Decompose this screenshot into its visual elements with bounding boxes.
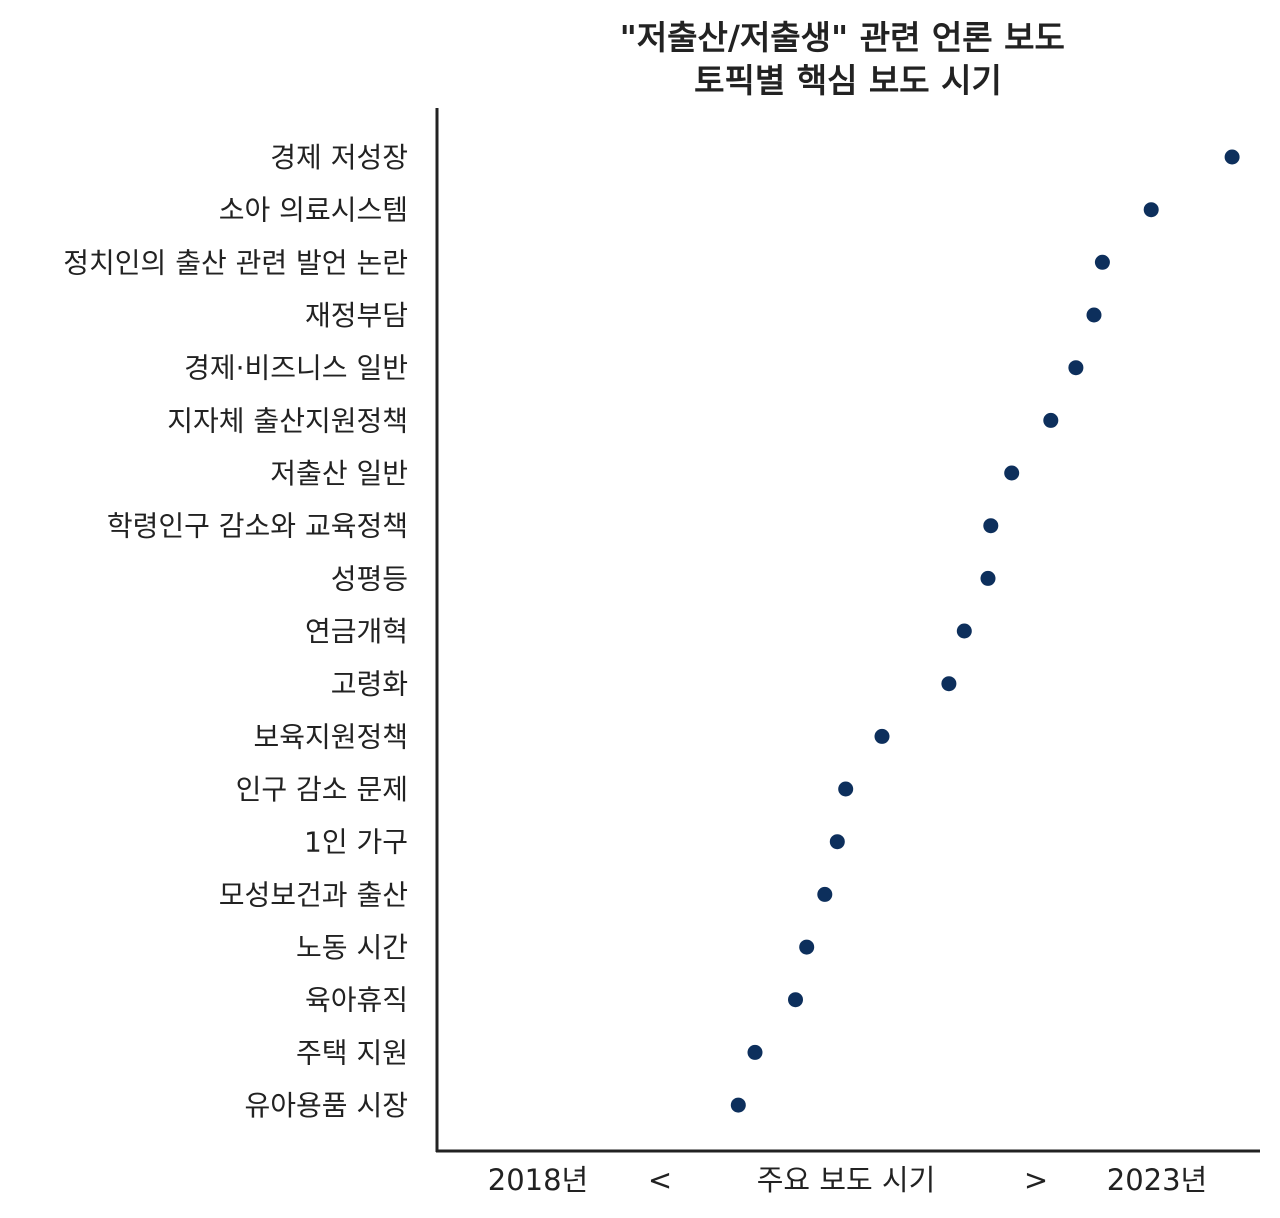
- data-points: [730, 149, 1240, 1113]
- data-point: [817, 886, 833, 902]
- data-point: [956, 623, 972, 639]
- x-axis-start-label: 2018년: [488, 1163, 588, 1197]
- data-point: [1094, 254, 1110, 270]
- x-axis-end-label: 2023년: [1107, 1163, 1207, 1197]
- data-point: [941, 676, 957, 692]
- chart-title: "저출산/저출생" 관련 언론 보도 토픽별 핵심 보도 시기: [620, 18, 1077, 100]
- data-point: [1143, 202, 1159, 218]
- data-point: [838, 781, 854, 797]
- data-point: [1224, 149, 1240, 165]
- data-point: [1043, 412, 1059, 428]
- data-point: [799, 939, 815, 955]
- data-point: [1086, 307, 1102, 323]
- data-point: [983, 518, 999, 534]
- y-tick-label: 보육지원정책: [253, 720, 408, 753]
- y-tick-label: 노동 시간: [296, 931, 408, 964]
- data-point: [980, 570, 996, 586]
- y-tick-label: 연금개혁: [305, 615, 408, 648]
- y-tick-label: 주택 지원: [296, 1036, 408, 1069]
- y-tick-label: 모성보건과 출산: [219, 878, 408, 911]
- y-tick-label: 지자체 출산지원정책: [167, 404, 408, 437]
- data-point: [1068, 360, 1084, 376]
- y-tick-label: 재정부담: [305, 299, 408, 332]
- y-tick-label: 경제·비즈니스 일반: [184, 352, 408, 385]
- y-tick-label: 성평등: [331, 562, 408, 595]
- y-tick-label: 고령화: [331, 668, 408, 701]
- x-axis-title: 주요 보도 시기: [757, 1163, 936, 1197]
- y-tick-label: 소아 의료시스템: [219, 194, 408, 227]
- y-tick-label: 1인 가구: [304, 826, 408, 859]
- x-axis-right-arrow: >: [1024, 1163, 1048, 1197]
- chart-title-line-2: 토픽별 핵심 보도 시기: [694, 61, 1002, 100]
- data-point: [730, 1097, 746, 1113]
- data-point: [1004, 465, 1020, 481]
- y-tick-label: 유아용품 시장: [245, 1089, 408, 1122]
- data-point: [788, 992, 803, 1008]
- y-tick-label: 육아휴직: [305, 984, 408, 1017]
- y-tick-label: 정치인의 출산 관련 발언 논란: [63, 246, 408, 279]
- data-point: [829, 834, 845, 850]
- y-tick-label: 저출산 일반: [270, 457, 408, 490]
- x-axis-left-arrow: <: [648, 1163, 672, 1197]
- chart-title-line-1: "저출산/저출생" 관련 언론 보도: [620, 18, 1065, 57]
- y-tick-label: 경제 저성장: [270, 141, 408, 174]
- y-tick-label: 학령인구 감소와 교육정책: [107, 510, 408, 543]
- data-point: [747, 1044, 763, 1060]
- y-tick-label: 인구 감소 문제: [236, 773, 408, 806]
- data-point: [874, 728, 890, 744]
